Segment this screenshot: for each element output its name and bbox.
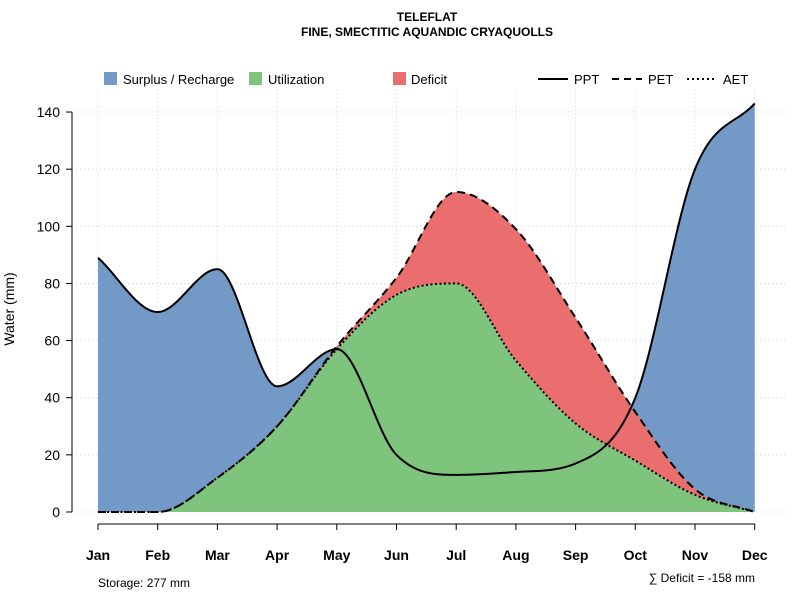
x-tick-label-oct: Oct	[624, 547, 648, 563]
y-tick-label: 0	[52, 504, 60, 520]
x-tick-label-aug: Aug	[502, 547, 529, 563]
x-tick-label-mar: Mar	[205, 547, 230, 563]
deficit-annotation: ∑ Deficit = -158 mm	[649, 571, 755, 585]
legend-label-utilization: Utilization	[268, 72, 324, 87]
x-tick-label-dec: Dec	[742, 547, 768, 563]
legend: Surplus / Recharge Utilization Deficit P…	[104, 72, 748, 87]
legend-swatch-deficit	[393, 72, 406, 85]
water-balance-chart: 0 20 40 60 80 100 120 140 Jan Feb Mar Apr May Jun Jul A…	[0, 0, 800, 600]
chart-subtitle: FINE, SMECTITIC AQUANDIC CRYAQUOLLS	[301, 25, 553, 39]
y-axis-label: Water (mm)	[1, 272, 17, 345]
y-tick-label: 20	[44, 447, 60, 463]
legend-label-pet: PET	[648, 72, 673, 87]
x-tick-label-may: May	[323, 547, 350, 563]
area-fills	[98, 103, 755, 512]
y-tick-label: 40	[44, 390, 60, 406]
legend-label-ppt: PPT	[574, 72, 599, 87]
y-tick-label: 60	[44, 333, 60, 349]
x-tick-label-jul: Jul	[446, 547, 466, 563]
y-tick-label: 120	[37, 161, 61, 177]
y-tick-label: 80	[44, 275, 60, 291]
y-tick-label: 140	[37, 104, 61, 120]
legend-label-deficit: Deficit	[411, 72, 448, 87]
legend-label-aet: AET	[723, 72, 748, 87]
legend-label-surplus: Surplus / Recharge	[123, 72, 234, 87]
storage-annotation: Storage: 277 mm	[98, 576, 190, 590]
legend-swatch-utilization	[249, 72, 262, 85]
y-tick-label: 100	[37, 218, 61, 234]
x-tick-label-sep: Sep	[563, 547, 589, 563]
x-tick-label-feb: Feb	[145, 547, 170, 563]
x-tick-label-jan: Jan	[86, 547, 110, 563]
legend-swatch-surplus	[104, 72, 117, 85]
x-tick-label-nov: Nov	[682, 547, 709, 563]
x-tick-label-apr: Apr	[265, 547, 290, 563]
x-tick-label-jun: Jun	[384, 547, 409, 563]
chart-title: TELEFLAT	[397, 10, 458, 24]
